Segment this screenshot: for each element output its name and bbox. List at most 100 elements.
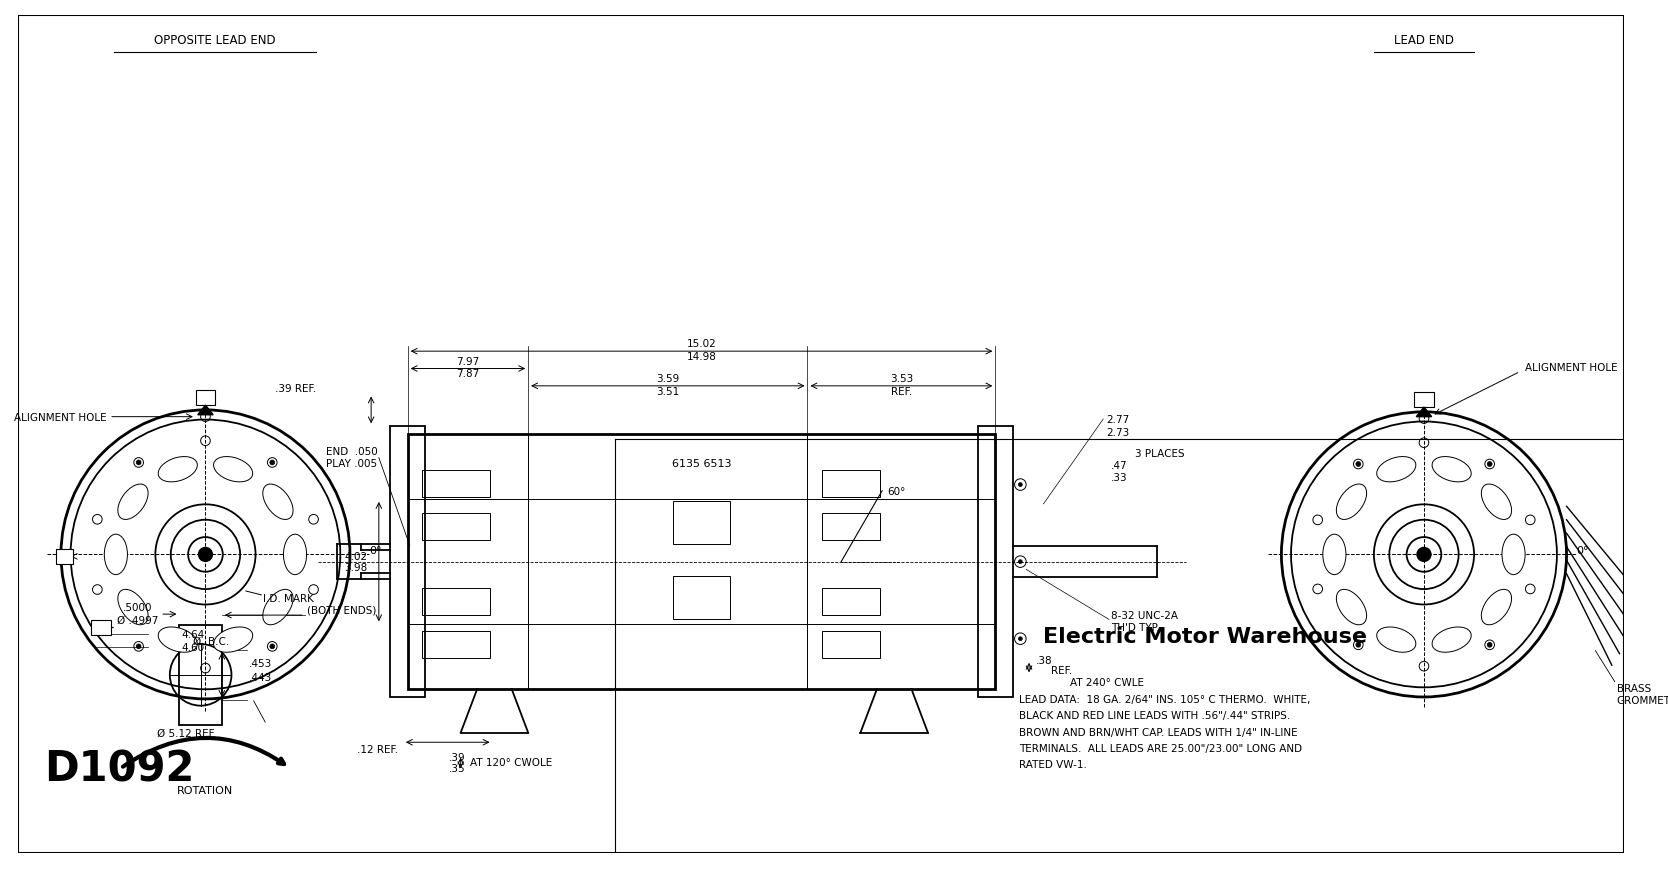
Text: Ø: Ø bbox=[192, 636, 200, 647]
Ellipse shape bbox=[105, 534, 127, 575]
Text: 2.73: 2.73 bbox=[1106, 427, 1129, 437]
Text: .47: .47 bbox=[1111, 461, 1128, 471]
Text: ALIGNMENT HOLE: ALIGNMENT HOLE bbox=[13, 412, 107, 422]
Circle shape bbox=[1019, 560, 1022, 564]
Ellipse shape bbox=[118, 485, 148, 520]
Ellipse shape bbox=[158, 457, 197, 482]
Bar bbox=[57, 549, 73, 564]
Text: 7.97: 7.97 bbox=[457, 356, 480, 367]
Text: 14.98: 14.98 bbox=[687, 352, 717, 362]
Text: .453: .453 bbox=[249, 659, 272, 668]
Text: BROWN AND BRN/WHT CAP. LEADS WITH 1/4" IN-LINE: BROWN AND BRN/WHT CAP. LEADS WITH 1/4" I… bbox=[1019, 726, 1298, 737]
Bar bbox=[195, 390, 215, 406]
Ellipse shape bbox=[1481, 590, 1511, 625]
Text: 15.02: 15.02 bbox=[687, 339, 716, 349]
Text: 0°: 0° bbox=[1576, 545, 1588, 555]
Text: .35: .35 bbox=[449, 763, 465, 773]
Bar bbox=[390, 427, 425, 697]
Circle shape bbox=[270, 644, 275, 649]
Text: 60°: 60° bbox=[887, 486, 906, 496]
Text: REF.: REF. bbox=[1051, 666, 1073, 676]
Text: .33: .33 bbox=[1111, 473, 1128, 482]
Text: 8-32 UNC-2A: 8-32 UNC-2A bbox=[1111, 610, 1178, 620]
Bar bbox=[92, 620, 110, 635]
Bar bbox=[977, 427, 1012, 697]
Bar bbox=[672, 576, 731, 620]
Text: 3: 3 bbox=[202, 393, 208, 403]
Text: PLAY .005: PLAY .005 bbox=[325, 459, 377, 469]
Ellipse shape bbox=[214, 457, 252, 482]
Text: B.C.: B.C. bbox=[208, 636, 230, 647]
Ellipse shape bbox=[1501, 534, 1525, 575]
Text: 0°: 0° bbox=[369, 545, 382, 555]
Text: I.D. MARK: I.D. MARK bbox=[264, 593, 314, 603]
Circle shape bbox=[1356, 462, 1361, 467]
Circle shape bbox=[137, 461, 142, 465]
Text: 3 PLACES: 3 PLACES bbox=[1134, 448, 1184, 458]
Ellipse shape bbox=[118, 590, 148, 625]
Text: LEAD DATA:  18 GA. 2/64" INS. 105° C THERMO.  WHITE,: LEAD DATA: 18 GA. 2/64" INS. 105° C THER… bbox=[1019, 694, 1311, 704]
Text: D1092: D1092 bbox=[45, 747, 195, 789]
Bar bbox=[422, 588, 490, 615]
Ellipse shape bbox=[1323, 534, 1346, 575]
Circle shape bbox=[1488, 643, 1493, 647]
Text: Ø .4997: Ø .4997 bbox=[117, 615, 158, 625]
Text: END  .050: END .050 bbox=[325, 447, 377, 456]
Bar bbox=[822, 588, 879, 615]
Bar bbox=[822, 471, 879, 498]
Text: 4.02
3.98: 4.02 3.98 bbox=[344, 551, 367, 573]
Text: BLACK AND RED LINE LEADS WITH .56"/.44" STRIPS.: BLACK AND RED LINE LEADS WITH .56"/.44" … bbox=[1019, 711, 1291, 720]
Circle shape bbox=[1356, 643, 1361, 647]
Text: 11: 11 bbox=[93, 623, 108, 633]
Ellipse shape bbox=[264, 485, 294, 520]
Text: 6: 6 bbox=[62, 552, 68, 561]
Text: (BOTH ENDS): (BOTH ENDS) bbox=[307, 605, 375, 614]
Circle shape bbox=[1019, 637, 1022, 640]
Text: AT 120° CWOLE: AT 120° CWOLE bbox=[470, 758, 552, 767]
Text: 4.64: 4.64 bbox=[182, 630, 205, 640]
Bar bbox=[422, 631, 490, 658]
Text: .443: .443 bbox=[249, 672, 272, 682]
Circle shape bbox=[198, 548, 212, 561]
Text: ALIGNMENT HOLE: ALIGNMENT HOLE bbox=[1525, 362, 1618, 372]
Text: AT 240° CWLE: AT 240° CWLE bbox=[1071, 677, 1144, 687]
Text: RATED VW-1.: RATED VW-1. bbox=[1019, 760, 1088, 770]
Text: .5000: .5000 bbox=[123, 603, 152, 613]
Ellipse shape bbox=[264, 590, 294, 625]
Ellipse shape bbox=[1481, 485, 1511, 520]
Text: BRASS
GROMMET: BRASS GROMMET bbox=[1616, 684, 1668, 705]
Text: OPPOSITE LEAD END: OPPOSITE LEAD END bbox=[153, 34, 275, 47]
Text: .12 REF.: .12 REF. bbox=[357, 744, 399, 754]
Text: Electric Motor Warehouse: Electric Motor Warehouse bbox=[1044, 627, 1368, 647]
Text: 3.51: 3.51 bbox=[656, 386, 679, 396]
Text: .38: .38 bbox=[1036, 655, 1053, 665]
Text: .39: .39 bbox=[449, 752, 465, 762]
Text: 4: 4 bbox=[1421, 395, 1428, 405]
Bar bbox=[822, 631, 879, 658]
Circle shape bbox=[1488, 462, 1493, 467]
Text: TH'D TYP.: TH'D TYP. bbox=[1111, 622, 1159, 633]
Text: 6135 6513: 6135 6513 bbox=[672, 458, 731, 468]
Ellipse shape bbox=[158, 627, 197, 653]
Text: 7.87: 7.87 bbox=[457, 368, 480, 379]
Bar bbox=[422, 471, 490, 498]
Text: 2.77: 2.77 bbox=[1106, 415, 1129, 425]
Ellipse shape bbox=[1433, 457, 1471, 482]
Ellipse shape bbox=[1336, 485, 1366, 520]
Bar bbox=[1414, 392, 1433, 408]
Circle shape bbox=[1418, 548, 1431, 561]
Bar bbox=[180, 625, 222, 725]
Text: 4.60: 4.60 bbox=[182, 642, 205, 652]
Ellipse shape bbox=[1376, 627, 1416, 653]
Circle shape bbox=[1019, 483, 1022, 487]
Ellipse shape bbox=[1336, 590, 1366, 625]
Text: .39 REF.: .39 REF. bbox=[275, 383, 317, 394]
Text: TERMINALS.  ALL LEADS ARE 25.00"/23.00" LONG AND: TERMINALS. ALL LEADS ARE 25.00"/23.00" L… bbox=[1019, 743, 1303, 753]
Ellipse shape bbox=[214, 627, 252, 653]
Polygon shape bbox=[1416, 408, 1431, 417]
Text: 3.53: 3.53 bbox=[889, 374, 912, 384]
Bar bbox=[822, 514, 879, 541]
Ellipse shape bbox=[1433, 627, 1471, 653]
Ellipse shape bbox=[284, 534, 307, 575]
Text: ROTATION: ROTATION bbox=[177, 786, 234, 795]
